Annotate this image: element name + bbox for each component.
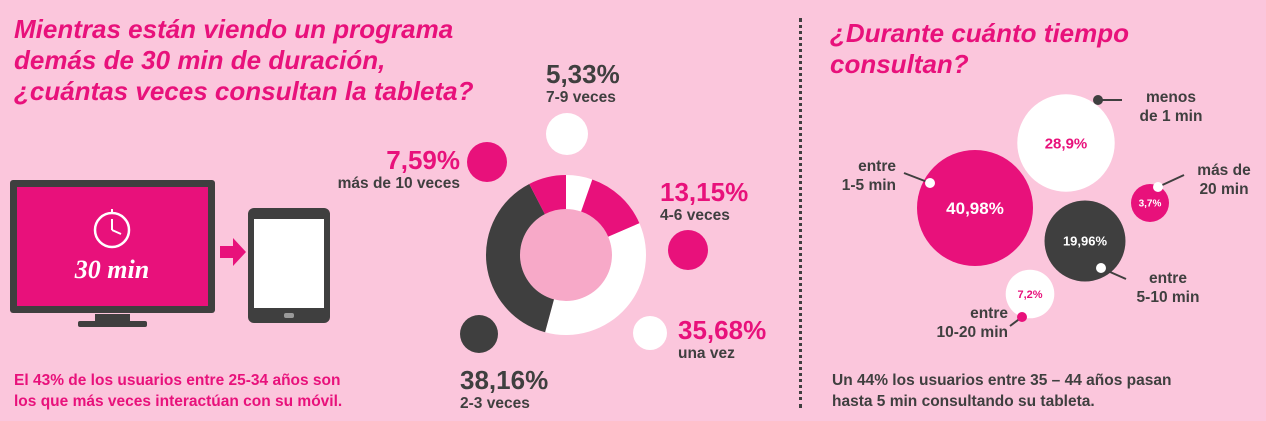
slice-caption-una-vez: una vez [678, 345, 735, 362]
slice-marker-3 [460, 315, 498, 353]
bubble-caption-5-10: entre 5-10 min [1136, 270, 1200, 306]
donut-markers [460, 113, 708, 353]
slice-caption-4-6: 4-6 veces [660, 207, 730, 224]
slice-marker-0 [546, 113, 588, 155]
donut-slice-0 [566, 175, 593, 212]
donut-center [520, 209, 612, 301]
panel-divider [799, 18, 802, 408]
donut-slice-1 [581, 179, 640, 237]
bubble-connector-dot-1 [1093, 95, 1103, 105]
bubble-connector-dot-2 [1096, 263, 1106, 273]
slice-value-2-3: 38,16% [460, 365, 549, 395]
bubble-caption-menos-1: menos de 1 min [1139, 89, 1203, 125]
bubble-3 [1005, 269, 1055, 319]
slice-marker-1 [668, 230, 708, 270]
bubble-1 [1017, 94, 1115, 192]
bubble-value-1: 28,9% [1045, 135, 1088, 152]
bubble-caption-mas-20: más de 20 min [1197, 162, 1251, 198]
donut-slice-3 [485, 183, 554, 333]
bubble-0 [917, 150, 1033, 266]
bubble-value-0: 40,98% [946, 199, 1004, 218]
slice-caption-7-9: 7-9 veces [546, 89, 616, 106]
tv-icon [10, 180, 215, 327]
slice-marker-4 [467, 142, 507, 182]
donut-chart [485, 175, 647, 336]
right-footnote: Un 44% los usuarios entre 35 – 44 años p… [832, 372, 1172, 410]
slice-value-4-6: 13,15% [660, 177, 749, 207]
tablet-icon [248, 208, 330, 323]
arrow-right-icon [220, 238, 246, 266]
bubble-2 [1044, 200, 1126, 282]
bubble-caption-10-20: entre 10-20 min [936, 305, 1008, 341]
left-footnote: El 43% de los usuarios entre 25-34 años … [14, 372, 343, 410]
bubble-connector-dot-0 [925, 178, 935, 188]
slice-caption-2-3: 2-3 veces [460, 395, 530, 412]
left-title: Mientras están viendo un programa demás … [14, 14, 474, 106]
slice-marker-2 [633, 316, 667, 350]
donut-slice-2 [545, 223, 647, 336]
slice-value-mas-10: 7,59% [386, 145, 460, 175]
bubble-connector-dot-4 [1153, 182, 1163, 192]
bubble-chart: 40,98% 28,9% 19,96% 7,2% 3,7% [903, 94, 1185, 327]
right-title: ¿Durante cuánto tiempo consultan? [830, 18, 1130, 79]
bubble-value-2: 19,96% [1063, 234, 1108, 249]
tv-label: 30 min [74, 255, 149, 284]
bubble-4 [1131, 184, 1169, 222]
slice-value-una-vez: 35,68% [678, 315, 767, 345]
bubble-connector-dot-3 [1017, 312, 1027, 322]
slice-caption-mas-10: más de 10 veces [337, 175, 460, 192]
slice-value-7-9: 5,33% [546, 59, 620, 89]
bubble-caption-1-5: entre 1-5 min [841, 158, 896, 194]
donut-slice-4 [529, 175, 566, 215]
clock-icon [93, 209, 131, 249]
bubble-value-4: 3,7% [1139, 199, 1162, 210]
bubble-value-3: 7,2% [1017, 289, 1042, 301]
